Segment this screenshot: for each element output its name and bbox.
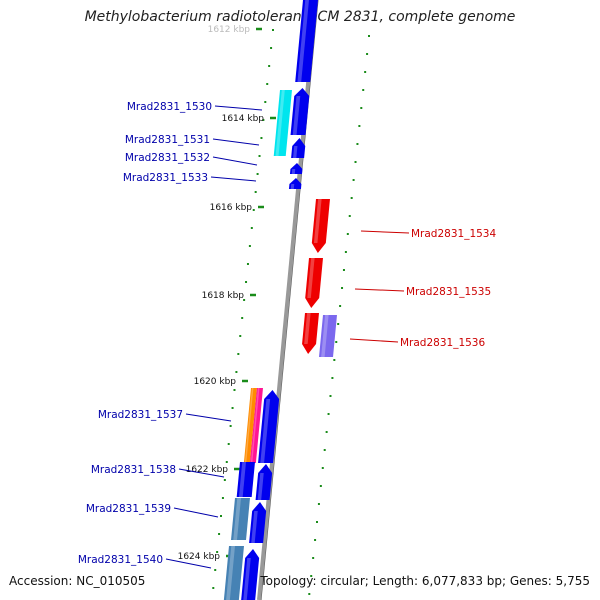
gene-highlight — [297, 0, 309, 82]
label-leader-line — [210, 176, 257, 182]
gene-arrow — [290, 88, 310, 135]
scale-label: 1624 kbp — [178, 552, 221, 562]
label-leader-line — [349, 338, 399, 343]
gene-highlight — [251, 511, 258, 543]
gene-arrow — [255, 464, 273, 500]
gene-highlight — [313, 199, 322, 243]
gene-highlight — [304, 313, 311, 344]
gene-highlight — [238, 462, 246, 497]
gene-arrow — [288, 178, 302, 189]
gene-label[interactable]: Mrad2831_1530 — [127, 101, 212, 113]
scale-label: 1618 kbp — [202, 291, 245, 301]
gene-highlight — [321, 315, 329, 357]
scale-label: 1614 kbp — [222, 114, 265, 124]
gene-arrow — [311, 199, 330, 253]
genome-stats-text: Topology: circular; Length: 6,077,833 bp… — [260, 574, 590, 588]
gene-label[interactable]: Mrad2831_1540 — [78, 554, 163, 566]
scale-label: 1612 kbp — [208, 25, 251, 35]
gene-highlight — [290, 184, 295, 189]
gene-highlight — [291, 169, 296, 174]
gene-highlight — [260, 399, 271, 463]
gene-highlight — [233, 498, 241, 540]
label-leader-line — [178, 468, 225, 478]
gene-highlight — [292, 96, 301, 135]
gene-highlight — [275, 90, 285, 156]
label-leader-line — [214, 105, 263, 111]
gene-arrow — [241, 549, 260, 600]
label-leader-line — [165, 558, 212, 569]
accession-text: Accession: NC_010505 — [9, 574, 146, 588]
gene-highlight — [307, 258, 315, 298]
gene-arrow — [319, 315, 337, 357]
gene-highlight — [226, 546, 235, 600]
gene-arrow — [305, 258, 323, 308]
gene-highlight — [250, 388, 260, 463]
gene-label[interactable]: Mrad2831_1536 — [400, 337, 485, 349]
gene-arrow — [258, 390, 280, 463]
gene-arrow — [249, 388, 263, 463]
label-leader-line — [212, 138, 260, 146]
gene-label[interactable]: Mrad2831_1539 — [86, 503, 171, 515]
label-leader-line — [185, 413, 232, 422]
scale-label: 1616 kbp — [210, 203, 253, 213]
gene-highlight — [293, 146, 298, 158]
gene-label[interactable]: Mrad2831_1538 — [91, 464, 176, 476]
scale-label: 1622 kbp — [186, 465, 229, 475]
label-leader-line — [360, 230, 410, 234]
gene-label[interactable]: Mrad2831_1531 — [125, 134, 210, 146]
scale-label: 1620 kbp — [194, 377, 237, 387]
gene-label[interactable]: Mrad2831_1534 — [411, 228, 496, 240]
gene-arrow — [273, 90, 292, 156]
label-leader-line — [354, 288, 405, 292]
label-leader-line — [212, 156, 258, 166]
gene-arrow — [295, 0, 318, 82]
gene-arrow — [289, 163, 303, 174]
gene-label[interactable]: Mrad2831_1537 — [98, 409, 183, 421]
gene-highlight — [257, 473, 264, 500]
gene-arrow — [249, 502, 267, 543]
gene-label[interactable]: Mrad2831_1535 — [406, 286, 491, 298]
gene-label[interactable]: Mrad2831_1533 — [123, 172, 208, 184]
gene-arrow — [223, 546, 244, 600]
gene-highlight — [244, 388, 254, 463]
gene-arrow — [243, 388, 257, 463]
gene-label[interactable]: Mrad2831_1532 — [125, 152, 210, 164]
gene-arrow — [302, 313, 319, 354]
gene-arrow — [291, 138, 306, 158]
gene-arrow — [236, 462, 255, 497]
label-leader-line — [173, 507, 219, 518]
gene-highlight — [243, 558, 251, 600]
map-title: Methylobacterium radiotolerans JCM 2831,… — [84, 9, 516, 25]
gene-arrow — [231, 498, 250, 540]
